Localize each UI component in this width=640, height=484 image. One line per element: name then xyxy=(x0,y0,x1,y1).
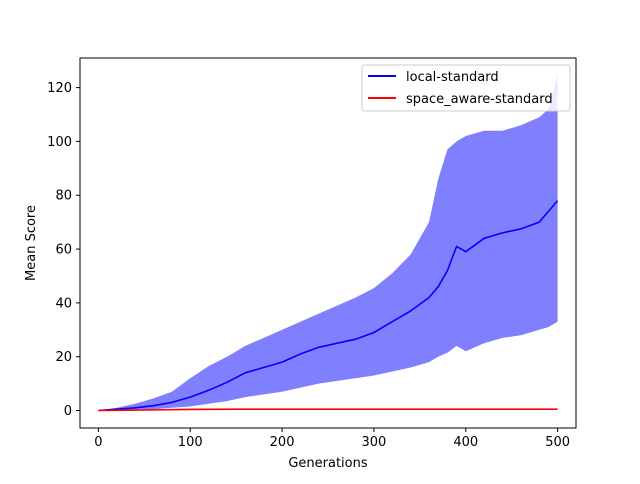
y-tick-label: 0 xyxy=(64,404,72,419)
y-axis-label: Mean Score xyxy=(24,205,39,281)
y-tick-label: 80 xyxy=(55,189,72,204)
band-local-standard xyxy=(98,74,558,411)
x-axis-ticks: 0 100 200 300 400 500 xyxy=(94,428,570,450)
legend: local-standard space_aware-standard xyxy=(361,64,571,112)
y-tick-label: 60 xyxy=(55,243,72,258)
x-tick-label: 300 xyxy=(362,435,387,450)
y-tick-label: 100 xyxy=(47,135,72,150)
legend-label-space-aware-standard: space_aware-standard xyxy=(406,92,553,107)
legend-box xyxy=(361,64,571,112)
y-axis-ticks: 0 20 40 60 80 100 120 xyxy=(47,81,80,419)
series-lines xyxy=(98,200,559,412)
plot-frame xyxy=(79,57,577,429)
line-local-standard xyxy=(98,200,559,412)
legend-label-local-standard: local-standard xyxy=(406,70,499,85)
x-tick-label: 100 xyxy=(178,435,203,450)
y-tick-label: 120 xyxy=(47,81,72,96)
x-tick-label: 500 xyxy=(545,435,570,450)
x-tick-label: 200 xyxy=(270,435,295,450)
y-tick-label: 20 xyxy=(55,350,72,365)
x-axis-label: Generations xyxy=(288,456,368,471)
y-tick-label: 40 xyxy=(55,296,72,311)
x-tick-label: 0 xyxy=(94,435,102,450)
line-space-aware-standard xyxy=(98,408,558,412)
confidence-bands xyxy=(98,74,558,411)
x-tick-label: 400 xyxy=(453,435,478,450)
